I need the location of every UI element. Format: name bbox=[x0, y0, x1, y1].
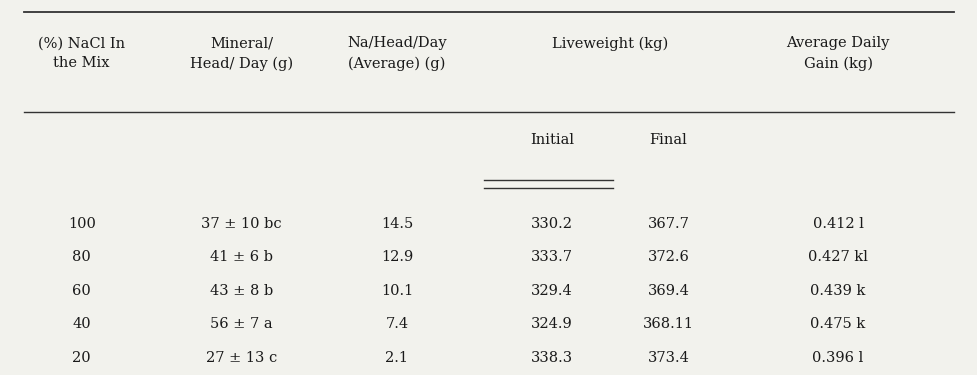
Text: 372.6: 372.6 bbox=[647, 250, 689, 264]
Text: 0.412 l: 0.412 l bbox=[812, 217, 863, 231]
Text: 10.1: 10.1 bbox=[380, 284, 412, 298]
Text: 2.1: 2.1 bbox=[385, 351, 408, 365]
Text: 373.4: 373.4 bbox=[647, 351, 689, 365]
Text: 12.9: 12.9 bbox=[380, 250, 412, 264]
Text: 60: 60 bbox=[72, 284, 91, 298]
Text: Na/Head/Day
(Average) (g): Na/Head/Day (Average) (g) bbox=[347, 36, 446, 70]
Text: 37 ± 10 bc: 37 ± 10 bc bbox=[201, 217, 281, 231]
Text: 367.7: 367.7 bbox=[647, 217, 689, 231]
Text: 27 ± 13 c: 27 ± 13 c bbox=[206, 351, 277, 365]
Text: 368.11: 368.11 bbox=[642, 318, 693, 332]
Text: 338.3: 338.3 bbox=[531, 351, 573, 365]
Text: Liveweight (kg): Liveweight (kg) bbox=[552, 36, 667, 51]
Text: Initial: Initial bbox=[530, 133, 573, 147]
Text: Final: Final bbox=[649, 133, 687, 147]
Text: 0.427 kl: 0.427 kl bbox=[807, 250, 868, 264]
Text: 100: 100 bbox=[67, 217, 96, 231]
Text: (%) NaCl In
the Mix: (%) NaCl In the Mix bbox=[38, 36, 125, 70]
Text: Mineral/
Head/ Day (g): Mineral/ Head/ Day (g) bbox=[190, 36, 293, 70]
Text: 41 ± 6 b: 41 ± 6 b bbox=[210, 250, 273, 264]
Text: 40: 40 bbox=[72, 318, 91, 332]
Text: 7.4: 7.4 bbox=[385, 318, 408, 332]
Text: 324.9: 324.9 bbox=[531, 318, 573, 332]
Text: 14.5: 14.5 bbox=[380, 217, 412, 231]
Text: 0.439 k: 0.439 k bbox=[810, 284, 865, 298]
Text: 0.475 k: 0.475 k bbox=[810, 318, 865, 332]
Text: 330.2: 330.2 bbox=[531, 217, 573, 231]
Text: 20: 20 bbox=[72, 351, 91, 365]
Text: 80: 80 bbox=[72, 250, 91, 264]
Text: Average Daily
Gain (kg): Average Daily Gain (kg) bbox=[786, 36, 889, 70]
Text: 56 ± 7 a: 56 ± 7 a bbox=[210, 318, 273, 332]
Text: 43 ± 8 b: 43 ± 8 b bbox=[210, 284, 274, 298]
Text: 333.7: 333.7 bbox=[531, 250, 573, 264]
Text: 369.4: 369.4 bbox=[647, 284, 689, 298]
Text: 329.4: 329.4 bbox=[531, 284, 573, 298]
Text: 0.396 l: 0.396 l bbox=[812, 351, 863, 365]
